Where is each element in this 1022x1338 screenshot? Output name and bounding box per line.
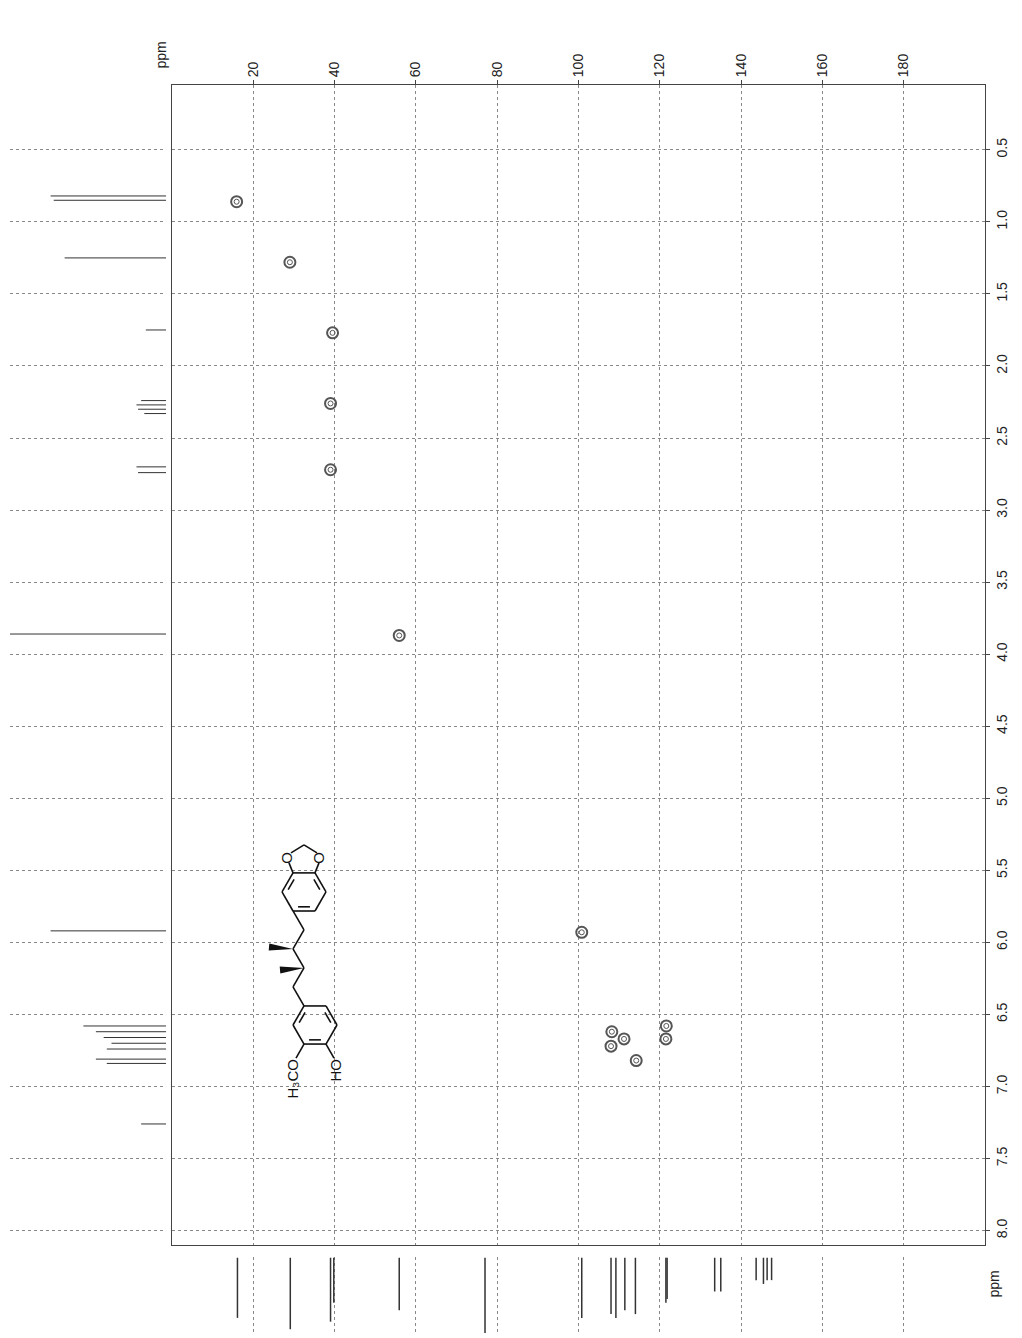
- svg-text:ppm: ppm: [986, 1270, 1002, 1297]
- svg-text:7.0: 7.0: [994, 1074, 1010, 1094]
- svg-text:5.5: 5.5: [994, 858, 1010, 878]
- svg-text:2.0: 2.0: [994, 354, 1010, 374]
- svg-text:O: O: [310, 852, 327, 864]
- svg-text:7.5: 7.5: [994, 1146, 1010, 1166]
- svg-text:2.5: 2.5: [994, 426, 1010, 446]
- svg-text:3.0: 3.0: [994, 498, 1010, 518]
- svg-text:80: 80: [489, 61, 505, 77]
- svg-text:O: O: [278, 852, 295, 864]
- svg-text:4.5: 4.5: [994, 714, 1010, 734]
- svg-text:1.5: 1.5: [994, 282, 1010, 302]
- svg-text:H₃CO: H₃CO: [284, 1059, 301, 1098]
- svg-text:120: 120: [651, 54, 667, 78]
- svg-text:5.0: 5.0: [994, 786, 1010, 806]
- svg-text:3.5: 3.5: [994, 570, 1010, 590]
- svg-text:ppm: ppm: [153, 41, 169, 68]
- svg-text:180: 180: [895, 54, 911, 78]
- svg-text:40: 40: [326, 61, 342, 77]
- svg-text:6.5: 6.5: [994, 1002, 1010, 1022]
- svg-text:8.0: 8.0: [994, 1219, 1010, 1239]
- svg-text:100: 100: [570, 54, 586, 78]
- svg-text:1.0: 1.0: [994, 210, 1010, 230]
- svg-text:140: 140: [733, 54, 749, 78]
- svg-text:20: 20: [245, 61, 261, 77]
- svg-text:HO: HO: [327, 1059, 344, 1082]
- svg-text:6.0: 6.0: [994, 930, 1010, 950]
- svg-text:0.5: 0.5: [994, 138, 1010, 158]
- svg-text:4.0: 4.0: [994, 642, 1010, 662]
- svg-text:160: 160: [814, 54, 830, 78]
- svg-text:60: 60: [407, 61, 423, 77]
